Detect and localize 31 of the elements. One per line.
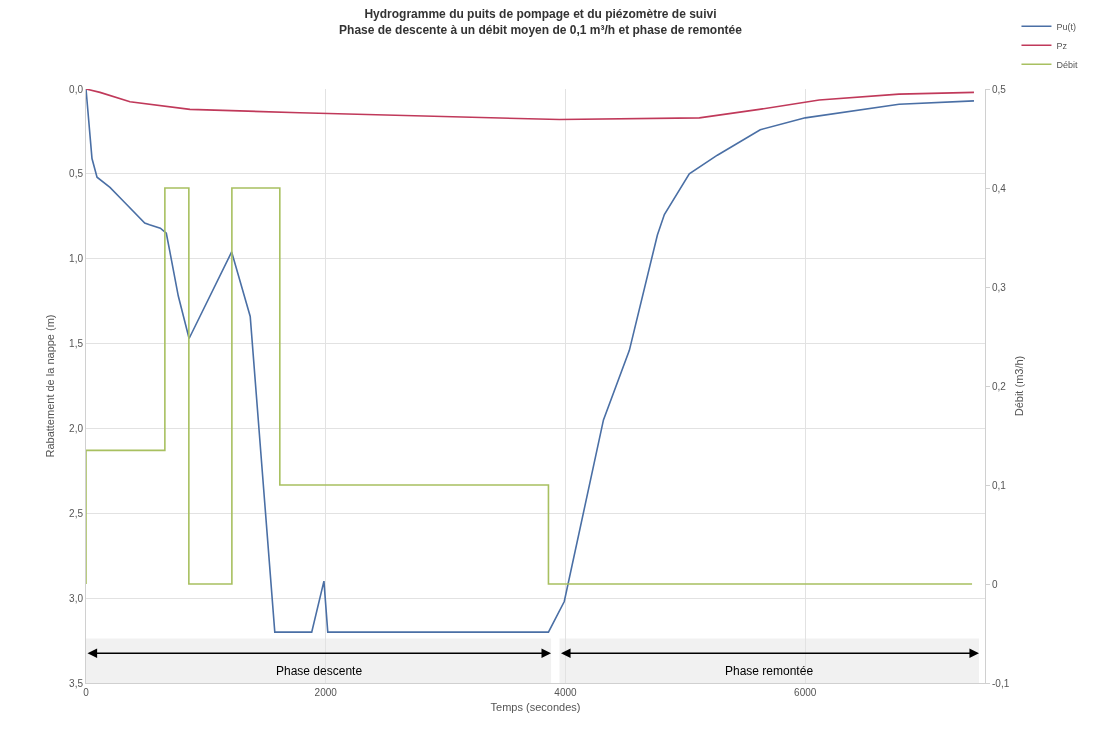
y2-tick-label: 0,4 [992,182,1007,194]
x-tick-label: 6000 [794,687,817,698]
legend-label: Pu(t) [1056,21,1076,32]
y2-axis-title: Débit (m3/h) [1012,355,1025,417]
y-tick-label: 3,5 [69,677,84,689]
y-tick-label: 1,5 [69,338,84,350]
x-tick-label: 4000 [554,687,578,698]
chart-title: Hydrogramme du puits de pompage et du piézomètre de suivi [364,7,717,22]
x-tick-label: 2000 [314,687,338,698]
x-axis-title: Temps (secondes) [490,701,581,714]
chart-subtitle: Phase de descente à un débit moyen de 0,1 m³/h et phase de remontée [339,23,743,38]
band-label: Phase remontée [725,664,814,678]
y2-tick-label: -0,1 [992,677,1010,689]
band-label: Phase descente [276,664,363,678]
y2-tick-label: 0,5 [992,83,1007,95]
x-tick-label: 0 [83,687,90,698]
y2-tick-label: 0,2 [992,380,1007,392]
y2-tick-label: 0,3 [992,281,1007,293]
y2-tick-label: 0,1 [992,479,1007,491]
legend-label: Débit [1056,59,1078,70]
y-tick-label: 1,0 [69,253,84,265]
y-tick-label: 2,5 [69,507,84,519]
y-tick-label: 0,5 [69,168,84,180]
y2-tick-label: 0 [992,578,998,590]
y-axis-title: Rabattement de la nappe (m) [44,314,56,458]
y-tick-label: 0,0 [69,83,84,95]
line-series [86,89,975,633]
y-tick-label: 2,0 [69,422,84,434]
y-tick-label: 3,0 [69,592,84,604]
legend-label: Pz [1056,40,1068,51]
line-series [86,89,975,121]
